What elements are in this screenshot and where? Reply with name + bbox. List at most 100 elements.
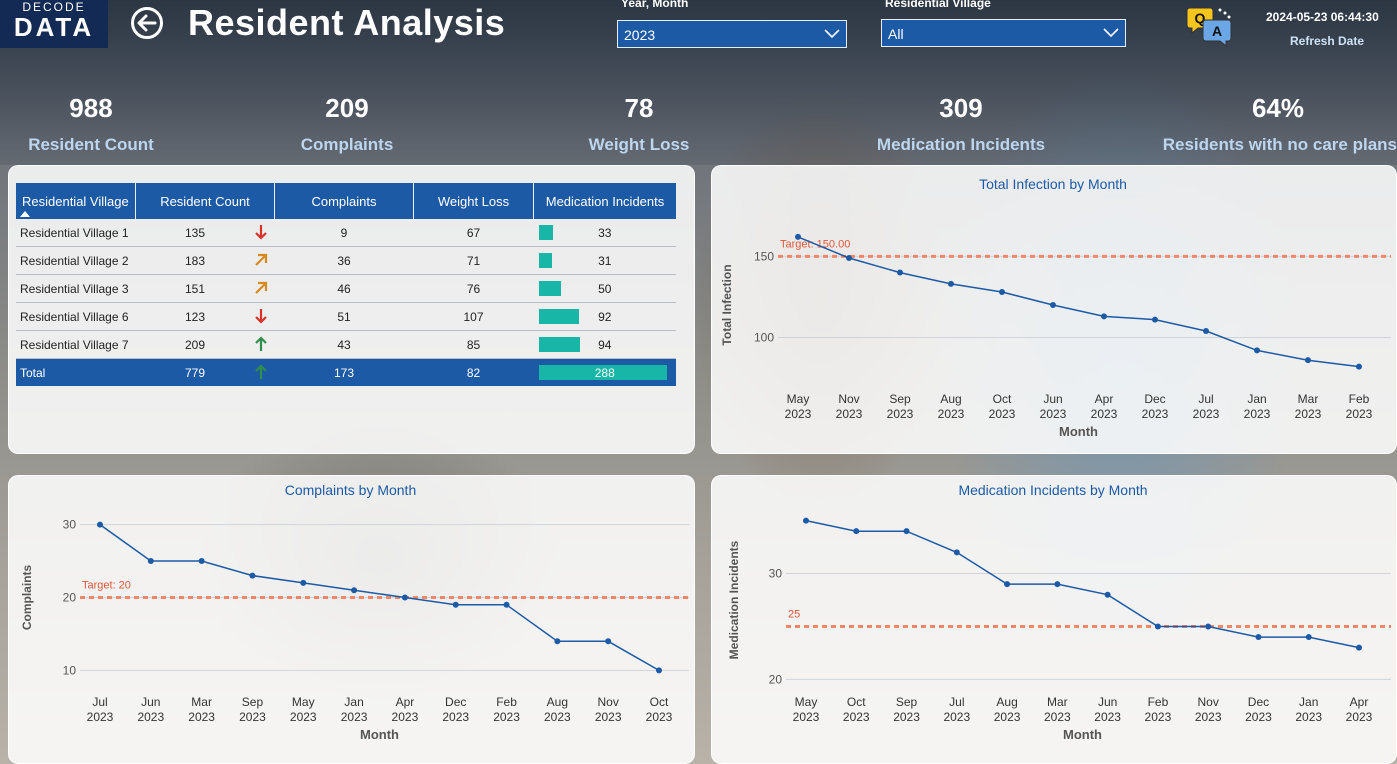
x-tick-label: Dec 2023 — [1142, 392, 1169, 421]
x-tick-year: 2023 — [893, 710, 920, 724]
x-tick-label: Jun 2023 — [1040, 392, 1067, 421]
x-tick-label: Jul 2023 — [87, 695, 114, 724]
table-row[interactable]: Residential Village 3 151 46 76 50 — [16, 274, 676, 303]
cell-complaints: 51 — [274, 302, 414, 331]
data-point — [503, 601, 510, 608]
x-tick-label: Oct 2023 — [646, 695, 673, 724]
chevron-down-icon — [824, 29, 840, 39]
x-tick-month: Nov — [838, 392, 859, 406]
data-point — [1305, 357, 1311, 364]
trend-up-arrow-icon — [254, 336, 267, 351]
x-tick-label: Sep 2023 — [893, 695, 920, 724]
chart-title: Medication Incidents by Month — [958, 482, 1147, 498]
col-header-complaints[interactable]: Complaints — [274, 183, 414, 219]
x-tick-year: 2023 — [1295, 407, 1322, 421]
back-arrow-icon[interactable] — [130, 6, 164, 40]
trend-down-arrow-icon — [254, 225, 267, 240]
x-tick-year: 2023 — [887, 407, 914, 421]
x-tick-month: Jan — [1299, 695, 1318, 709]
x-tick-month: Feb — [1148, 695, 1169, 709]
x-tick-label: Feb 2023 — [493, 695, 520, 724]
y-tick-label: 30 — [63, 518, 77, 532]
cell-medication: 33 — [533, 219, 676, 247]
x-tick-year: 2023 — [341, 710, 368, 724]
medication-data-bar — [538, 309, 580, 324]
data-point — [1004, 581, 1011, 588]
series-line — [805, 519, 1360, 649]
qa-q-letter: Q — [1195, 10, 1206, 26]
data-point — [97, 521, 103, 528]
kpi-medication-label: Medication Incidents — [876, 135, 1046, 154]
table-row[interactable]: Residential Village 7 209 43 85 94 — [16, 330, 676, 359]
y-tick-label: 20 — [769, 672, 783, 686]
cell-village: Residential Village 6 — [16, 302, 136, 331]
kpi-resident-count-label: Resident Count — [28, 135, 154, 154]
x-tick-year: 2023 — [137, 710, 164, 724]
x-tick-month: Oct — [847, 695, 866, 709]
x-tick-year: 2023 — [938, 407, 965, 421]
x-tick-label: Apr 2023 — [1346, 695, 1373, 724]
x-tick-month: Aug — [547, 695, 568, 709]
data-point — [897, 269, 903, 276]
data-point — [903, 528, 910, 535]
x-tick-month: Feb — [496, 695, 517, 709]
x-tick-month: Dec — [1248, 695, 1269, 709]
x-tick-label: Jan 2023 — [1295, 695, 1322, 724]
col-header-village[interactable]: Residential Village — [16, 183, 136, 219]
table-total-row[interactable]: Total 779 173 82 288 — [16, 358, 676, 386]
page-title: Resident Analysis — [188, 2, 506, 43]
cell-complaints: 173 — [274, 358, 414, 386]
x-tick-month: Jul — [92, 695, 107, 709]
kpi-complaints-value: 209 — [325, 93, 369, 123]
col-header-resident-count[interactable]: Resident Count — [135, 183, 275, 219]
x-tick-month: Sep — [896, 695, 918, 709]
y-axis-label: Complaints — [20, 565, 34, 631]
x-tick-month: Dec — [445, 695, 466, 709]
data-point — [999, 289, 1005, 296]
data-point — [1203, 327, 1209, 334]
x-tick-year: 2023 — [836, 407, 863, 421]
x-tick-year: 2023 — [290, 710, 317, 724]
series-line — [99, 523, 660, 672]
col-header-weight-loss[interactable]: Weight Loss — [413, 183, 534, 219]
village-slicer[interactable]: All — [881, 19, 1126, 47]
x-tick-label: May 2023 — [290, 695, 317, 724]
x-tick-year: 2023 — [994, 710, 1021, 724]
col-header-medication[interactable]: Medication Incidents — [533, 183, 676, 219]
logo-top-text: DECODE — [22, 0, 86, 14]
cell-resident-count-value: 209 — [184, 337, 206, 352]
table-row[interactable]: Residential Village 2 183 36 71 31 — [16, 246, 676, 275]
x-tick-label: Mar 2023 — [1044, 695, 1071, 724]
x-tick-month: Jul — [1198, 392, 1213, 406]
x-tick-label: Dec 2023 — [1245, 695, 1272, 724]
trend-up-arrow-icon — [254, 364, 267, 379]
cell-resident-count-value: 151 — [184, 281, 206, 296]
cell-resident-count: 209 — [135, 330, 275, 359]
cell-medication: 288 — [533, 358, 676, 386]
year-month-slicer[interactable]: 2023 — [617, 20, 847, 48]
x-tick-month: Feb — [1349, 392, 1370, 406]
brand-logo: DECODE DATA — [0, 0, 108, 48]
cell-medication-value: 50 — [598, 281, 612, 296]
cell-resident-count: 123 — [135, 302, 275, 331]
x-tick-year: 2023 — [793, 710, 820, 724]
x-tick-month: Mar — [191, 695, 212, 709]
x-tick-year: 2023 — [595, 710, 622, 724]
kpi-weight-loss-value: 78 — [624, 93, 654, 123]
qa-icon[interactable]: Q A — [1184, 5, 1236, 49]
x-tick-label: Mar 2023 — [1295, 392, 1322, 421]
table-header-row: Residential Village Resident Count Compl… — [16, 183, 676, 219]
x-tick-label: Jun 2023 — [1094, 695, 1121, 724]
data-point — [1101, 313, 1107, 320]
data-point — [1356, 644, 1362, 651]
x-tick-label: Mar 2023 — [188, 695, 215, 724]
x-tick-label: Apr 2023 — [392, 695, 419, 724]
x-axis-label: Month — [360, 727, 399, 742]
x-tick-month: Dec — [1144, 392, 1165, 406]
table-row[interactable]: Residential Village 6 123 51 107 92 — [16, 302, 676, 331]
x-tick-year: 2023 — [1244, 407, 1271, 421]
kpi-complaints-label: Complaints — [300, 135, 394, 154]
table-row[interactable]: Residential Village 1 135 9 67 33 — [16, 219, 676, 247]
x-tick-label: Feb 2023 — [1145, 695, 1172, 724]
